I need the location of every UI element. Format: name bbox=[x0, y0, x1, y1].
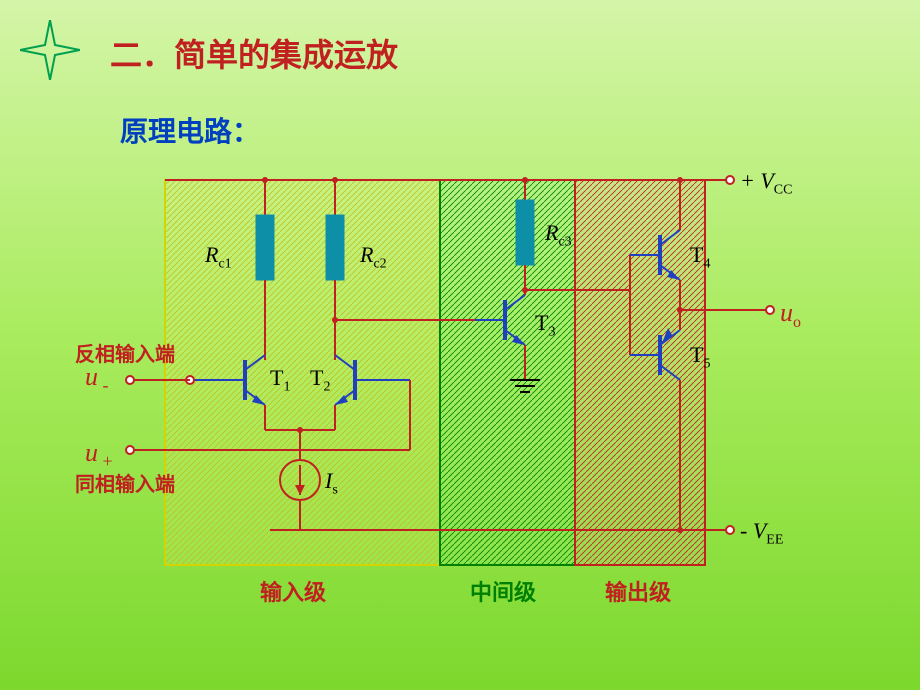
rc2-label: Rc2 bbox=[360, 242, 387, 272]
inverting-label: 反相输入端 bbox=[75, 338, 175, 367]
star-icon bbox=[20, 20, 80, 85]
t2-label: T2 bbox=[310, 365, 330, 395]
out-stage-box bbox=[575, 180, 705, 565]
rc3-label: Rc3 bbox=[545, 220, 572, 250]
circuit-diagram: + VCC - VEE uo u - u + 反相输入端 同相输入端 Rc1 R… bbox=[70, 160, 850, 600]
page-title: 二．简单的集成运放 bbox=[110, 30, 398, 76]
t5-label: T5 bbox=[690, 342, 710, 372]
input-stage-box bbox=[165, 180, 440, 565]
t1-label: T1 bbox=[270, 365, 290, 395]
resistor-rc1 bbox=[256, 215, 274, 280]
stage-mid-label: 中间级 bbox=[470, 575, 536, 607]
uo-label: uo bbox=[780, 298, 801, 332]
t4-label: T4 bbox=[690, 242, 710, 272]
uminus-label: u - bbox=[85, 362, 109, 396]
vcc-label: + VCC bbox=[740, 168, 792, 198]
page-subtitle: 原理电路： bbox=[120, 110, 260, 150]
vee-label: - VEE bbox=[740, 518, 783, 548]
resistor-rc3 bbox=[516, 200, 534, 265]
rc1-label: Rc1 bbox=[205, 242, 232, 272]
is-label: Is bbox=[325, 468, 338, 498]
resistor-rc2 bbox=[326, 215, 344, 280]
circuit-svg bbox=[70, 160, 850, 600]
t3-label: T3 bbox=[535, 310, 555, 340]
stage-input-label: 输入级 bbox=[260, 575, 326, 607]
stage-out-label: 输出级 bbox=[605, 575, 671, 607]
noninverting-label: 同相输入端 bbox=[75, 468, 175, 497]
